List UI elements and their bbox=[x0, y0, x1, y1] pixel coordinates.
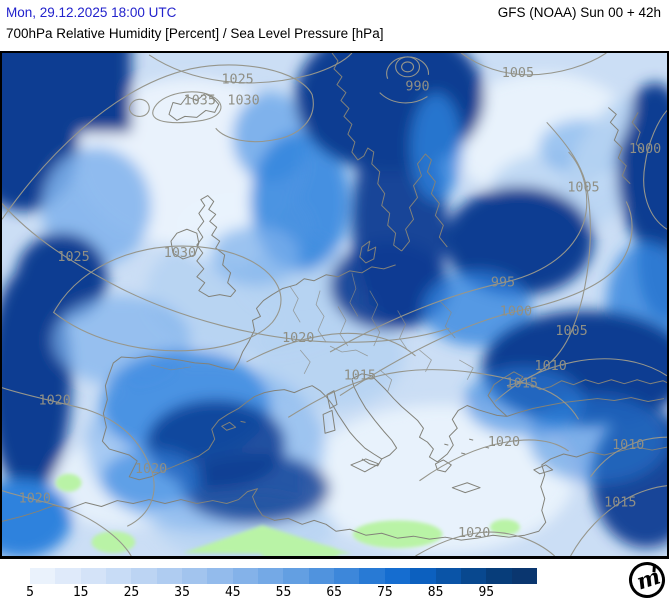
legend-tick-label: 15 bbox=[72, 585, 89, 600]
legend-tick-label: 45 bbox=[224, 585, 241, 600]
legend-segment bbox=[156, 568, 183, 584]
legend-tick-labels: 5 15 25 35 45 55 65 75 85 95 bbox=[0, 585, 620, 600]
isobar-label: 1005 bbox=[502, 66, 534, 81]
legend-segment bbox=[359, 568, 385, 584]
isobar-label: 1015 bbox=[344, 369, 376, 384]
isobar-label: 1020 bbox=[282, 331, 314, 346]
isobar-label: 1000 bbox=[500, 304, 532, 319]
legend-segment bbox=[232, 568, 259, 584]
legend-segment bbox=[486, 568, 512, 584]
isobar-label: 995 bbox=[491, 276, 515, 291]
isobar-label: 1015 bbox=[506, 377, 538, 392]
isobar-label: 1005 bbox=[567, 181, 599, 196]
isobar-label: 1000 bbox=[629, 142, 661, 157]
isobar-label: 1020 bbox=[19, 492, 51, 507]
coastlines bbox=[2, 53, 667, 541]
isobar-label: 1010 bbox=[535, 359, 567, 374]
legend-segment bbox=[334, 568, 360, 584]
isobar-label: 1020 bbox=[458, 526, 490, 541]
isobar-label: 1020 bbox=[39, 394, 71, 409]
legend-segment bbox=[308, 568, 335, 584]
legend-colorbar bbox=[30, 568, 537, 584]
valid-datetime: Mon, 29.12.2025 18:00 UTC bbox=[6, 5, 177, 20]
legend-segment bbox=[410, 568, 436, 584]
isobar-label: 1025 bbox=[57, 250, 89, 265]
isobar-label: 1030 bbox=[164, 246, 196, 261]
isobar-label: 1020 bbox=[135, 462, 167, 477]
legend-tick-label: 65 bbox=[326, 585, 343, 600]
logo-letter: m bbox=[633, 563, 664, 596]
legend-segment bbox=[182, 568, 208, 584]
legend-tick-label: 95 bbox=[478, 585, 495, 600]
isobar-label: 1010 bbox=[612, 438, 644, 453]
map-canvas: 1025 1035 1030 990 1005 1000 1005 1030 1025 995 10… bbox=[2, 53, 667, 556]
humidity-legend: 5 15 25 35 45 55 65 75 85 95 bbox=[0, 566, 669, 600]
legend-segment bbox=[106, 568, 132, 584]
isobar-label: 1015 bbox=[604, 496, 636, 511]
isobar-label: 990 bbox=[405, 80, 429, 95]
legend-segment bbox=[435, 568, 461, 584]
isobars bbox=[2, 53, 667, 556]
isobar-label: 1030 bbox=[227, 94, 259, 109]
map-title: 700hPa Relative Humidity [Percent] / Sea… bbox=[6, 26, 384, 41]
legend-segment bbox=[131, 568, 157, 584]
legend-segment bbox=[384, 568, 411, 584]
model-run-label: GFS (NOAA) Sun 00 + 42h bbox=[497, 5, 661, 20]
legend-segment bbox=[511, 568, 537, 584]
legend-tick-label: 5 bbox=[26, 585, 34, 600]
legend-segment bbox=[460, 568, 487, 584]
legend-segment bbox=[283, 568, 309, 584]
logo-tick-mark bbox=[652, 564, 656, 573]
legend-tick-label: 75 bbox=[377, 585, 393, 600]
legend-tick-label: 85 bbox=[427, 585, 444, 600]
isobar-label: 1035 bbox=[184, 94, 216, 109]
isobar-label: 1005 bbox=[555, 324, 587, 339]
legend-segment bbox=[207, 568, 233, 584]
legend-segment bbox=[30, 568, 56, 584]
isobar-label: 1020 bbox=[488, 435, 520, 450]
humidity-field bbox=[2, 53, 667, 556]
legend-segment bbox=[55, 568, 81, 584]
isobar-labels: 1025 1035 1030 990 1005 1000 1005 1030 1025 995 10… bbox=[19, 66, 662, 541]
legend-tick-label: 55 bbox=[275, 585, 292, 600]
legend-segment bbox=[258, 568, 284, 584]
legend-tick-label: 25 bbox=[123, 585, 140, 600]
legend-tick-label: 35 bbox=[174, 585, 190, 600]
weather-map: 1025 1035 1030 990 1005 1000 1005 1030 1025 995 10… bbox=[0, 51, 669, 559]
dry-area-patches bbox=[55, 473, 520, 556]
isobar-label: 1025 bbox=[221, 73, 253, 88]
legend-segment bbox=[80, 568, 107, 584]
